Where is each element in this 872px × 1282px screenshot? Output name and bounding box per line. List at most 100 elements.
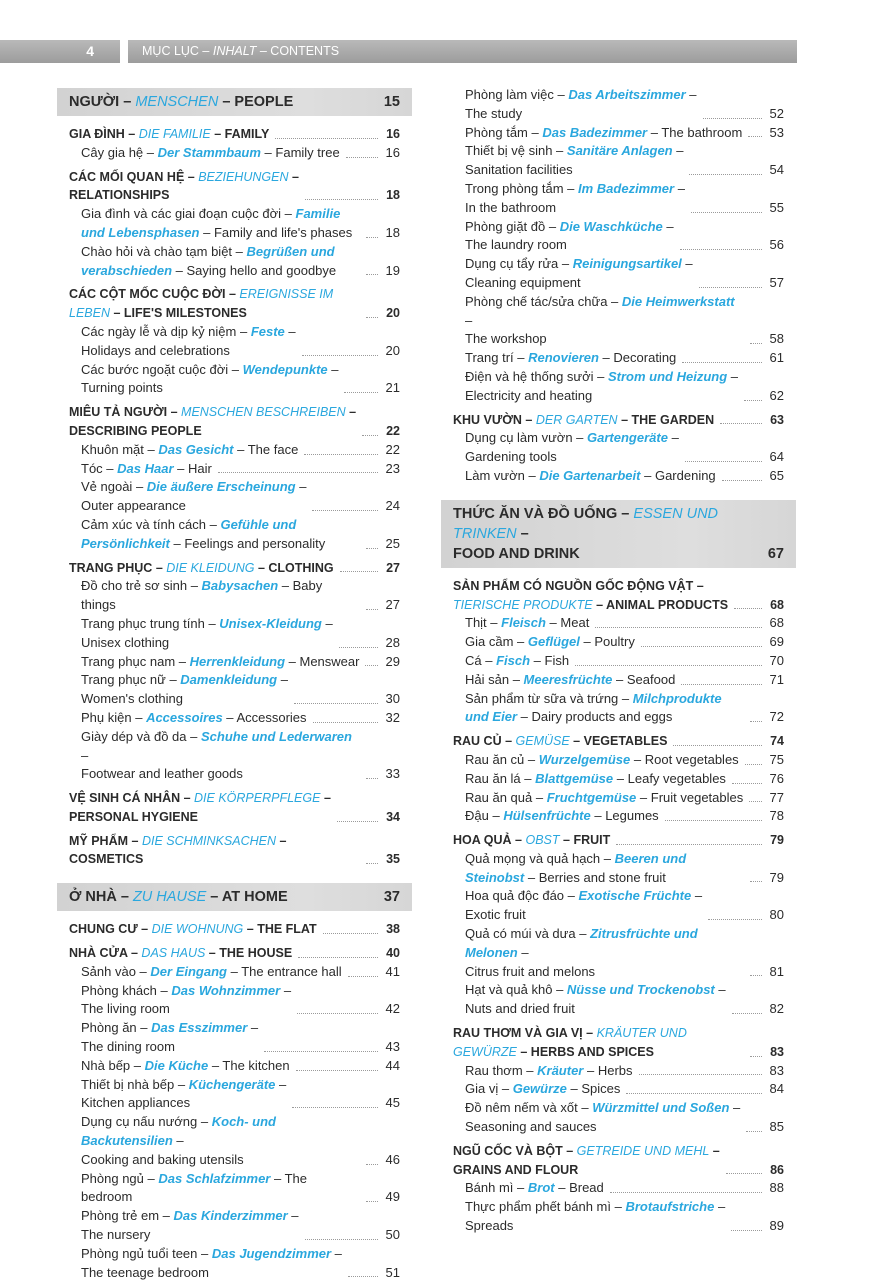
entry-vietnamese: Các bước ngoặt cuộc đời bbox=[81, 361, 229, 377]
entry-vietnamese: Điện và hệ thống sưởi bbox=[465, 368, 594, 384]
toc-subentry: Phòng ngủ tuổi teen – Das Jugendzimmer –… bbox=[57, 1245, 400, 1282]
title-vi: MỤC LỤC bbox=[142, 44, 199, 58]
entry-german: GEMÜSE bbox=[515, 734, 570, 749]
entry-page-number: 33 bbox=[385, 766, 400, 782]
dot-leader bbox=[312, 721, 378, 723]
entry-english: FRUIT bbox=[573, 833, 611, 848]
entry-text: NHÀ CỬA – DAS HAUS – THE HOUSE bbox=[69, 946, 293, 961]
toc-subentry: Sản phẩm từ sữa và trứng – Milchprodukte… bbox=[441, 690, 784, 728]
entry-page-number: 45 bbox=[385, 1095, 400, 1111]
dot-leader bbox=[304, 1238, 378, 1240]
entry-english: COSMETICS bbox=[69, 852, 144, 867]
toc-chapter-entry: CÁC MỐI QUAN HỆ – BEZIEHUNGEN – RELATIONS… bbox=[57, 168, 400, 206]
entry-english: VEGETABLES bbox=[583, 734, 668, 749]
dot-leader bbox=[744, 399, 762, 401]
entry-text: Giày dép và đồ da – Schuhe und Lederware… bbox=[81, 728, 352, 782]
entry-german: Schuhe und Lederwaren bbox=[201, 728, 352, 744]
entry-text: Hạt và quả khô – Nüsse und Trockenobst –… bbox=[465, 982, 726, 1017]
toc-chapter-entry: RAU THƠM VÀ GIA VỊ – KRÄUTER UND GEWÜRZE… bbox=[441, 1024, 784, 1062]
toc-subentry: Thịt – Fleisch – Meat 68 bbox=[441, 614, 784, 633]
entry-german: DIE FAMILIE bbox=[138, 127, 211, 141]
toc-subentry: Phòng tắm – Das Badezimmer – The bathroo… bbox=[441, 124, 784, 143]
entry-german: GETREIDE UND MEHL bbox=[576, 1143, 710, 1158]
dot-leader bbox=[304, 453, 378, 455]
entry-text: RAU CỦ – GEMÜSE – VEGETABLES bbox=[453, 734, 668, 749]
entry-vietnamese: Trang phục trung tính bbox=[81, 615, 205, 631]
entry-page-number: 83 bbox=[769, 1062, 784, 1078]
entry-page-number: 55 bbox=[769, 199, 784, 215]
toc-subentry: Đồ nêm nếm và xốt – Würzmittel und Soßen… bbox=[441, 1099, 784, 1137]
entry-english: Poultry bbox=[594, 634, 635, 650]
entry-english: Decorating bbox=[613, 350, 677, 366]
entry-english: Exotic fruit bbox=[465, 907, 526, 923]
entry-page-number: 71 bbox=[769, 671, 784, 687]
entry-page-number: 23 bbox=[385, 460, 400, 476]
dot-leader bbox=[295, 1069, 378, 1071]
toc-chapter-entry: RAU CỦ – GEMÜSE – VEGETABLES 74 bbox=[441, 732, 784, 751]
entry-german: DIE KÖRPERPFLEGE bbox=[194, 791, 321, 806]
entry-vietnamese: Trang phục nữ bbox=[81, 672, 166, 688]
entry-page-number: 42 bbox=[385, 1001, 400, 1017]
entry-vietnamese: Tóc bbox=[81, 460, 103, 476]
entry-german: Unisex-Kleidung bbox=[219, 615, 322, 631]
dot-leader bbox=[750, 721, 762, 723]
entry-german: Fisch bbox=[496, 652, 531, 668]
entry-vietnamese: Các ngày lễ và dịp kỷ niệm bbox=[81, 323, 237, 339]
entry-text: Phòng chế tác/sửa chữa – Die Heimwerksta… bbox=[465, 293, 735, 347]
entry-english: Gardening bbox=[654, 467, 716, 483]
entry-german: Herrenkleidung bbox=[189, 653, 286, 669]
entry-vietnamese: Phụ kiện bbox=[81, 709, 132, 725]
entry-english: Sanitation facilities bbox=[465, 162, 573, 178]
toc-subentry: Sảnh vào – Der Eingang – The entrance ha… bbox=[57, 963, 400, 982]
toc-column-left: NGƯỜI – MENSCHEN – PEOPLE 15 GIA ĐÌNH – DI… bbox=[57, 88, 412, 1282]
entry-english: Meat bbox=[560, 615, 590, 631]
entry-english: Women's clothing bbox=[81, 691, 183, 707]
entry-page-number: 25 bbox=[385, 535, 400, 551]
toc-section-heading: NGƯỜI – MENSCHEN – PEOPLE 15 bbox=[57, 88, 412, 116]
entry-english: RELATIONSHIPS bbox=[69, 188, 170, 203]
entry-page-number: 79 bbox=[770, 833, 784, 848]
dot-leader bbox=[616, 843, 762, 845]
entry-english: Holidays and celebrations bbox=[81, 342, 230, 358]
toc-subentry: Hạt và quả khô – Nüsse und Trockenobst –… bbox=[441, 981, 784, 1019]
entry-text: TRANG PHỤC – DIE KLEIDUNG – CLOTHING bbox=[69, 560, 334, 575]
entry-vietnamese: Khuôn mặt bbox=[81, 441, 144, 457]
dot-leader bbox=[366, 1201, 378, 1203]
entry-text: Sảnh vào – Der Eingang – The entrance ha… bbox=[81, 963, 342, 979]
page-number: 4 bbox=[0, 40, 120, 63]
entry-vietnamese: Thực phẩm phết bánh mì bbox=[465, 1199, 612, 1215]
entry-german: Küchengeräte bbox=[188, 1076, 276, 1092]
entry-page-number: 38 bbox=[386, 922, 400, 937]
entry-text: NGŨ CỐC VÀ BỘT – GETREIDE UND MEHL – GRAI… bbox=[453, 1143, 720, 1177]
entry-english: Bread bbox=[569, 1180, 604, 1196]
entry-page-number: 15 bbox=[383, 94, 400, 110]
dot-leader bbox=[298, 956, 378, 958]
entry-vietnamese: Cảm xúc và tính cách bbox=[81, 516, 206, 532]
toc-subentry: Khuôn mặt – Das Gesicht – The face 22 bbox=[57, 441, 400, 460]
entry-text: Quả mọng và quả hạch – Beeren und Steino… bbox=[465, 850, 687, 885]
entry-english: FOOD AND DRINK bbox=[453, 545, 580, 562]
entry-text: Dụng cụ nấu nướng – Koch- und Backutensi… bbox=[81, 1114, 276, 1167]
entry-page-number: 44 bbox=[385, 1057, 400, 1073]
entry-page-number: 68 bbox=[770, 597, 784, 612]
entry-text: RAU THƠM VÀ GIA VỊ – KRÄUTER UND GEWÜRZE… bbox=[453, 1026, 687, 1059]
entry-vietnamese: Phòng ngủ tuổi teen bbox=[81, 1245, 198, 1261]
entry-german: Gartengeräte bbox=[587, 430, 668, 446]
entry-german: Begrüßen und verabschieden bbox=[81, 243, 335, 278]
dot-leader bbox=[682, 361, 762, 363]
dot-leader bbox=[721, 479, 762, 481]
dot-leader bbox=[366, 863, 378, 865]
entry-text: Thiết bị vệ sinh – Sanitäre Anlagen – San… bbox=[465, 143, 684, 178]
dot-leader bbox=[731, 1013, 762, 1015]
entry-german: Exotische Früchte bbox=[578, 888, 692, 904]
entry-german: Das Arbeitszimmer bbox=[568, 87, 686, 102]
entry-german: Brot bbox=[527, 1180, 555, 1196]
entry-vietnamese: Thịt bbox=[465, 615, 487, 631]
entry-english: HERBS AND SPICES bbox=[530, 1044, 654, 1059]
entry-page-number: 22 bbox=[385, 441, 400, 457]
entry-english: THE HOUSE bbox=[219, 946, 293, 961]
entry-vietnamese: Dụng cụ tẩy rửa bbox=[465, 256, 559, 272]
toc-subentry: Dụng cụ tẩy rửa – Reinigungsartikel – Cle… bbox=[441, 255, 784, 293]
entry-english: Cleaning equipment bbox=[465, 274, 581, 290]
dot-leader bbox=[708, 919, 762, 921]
